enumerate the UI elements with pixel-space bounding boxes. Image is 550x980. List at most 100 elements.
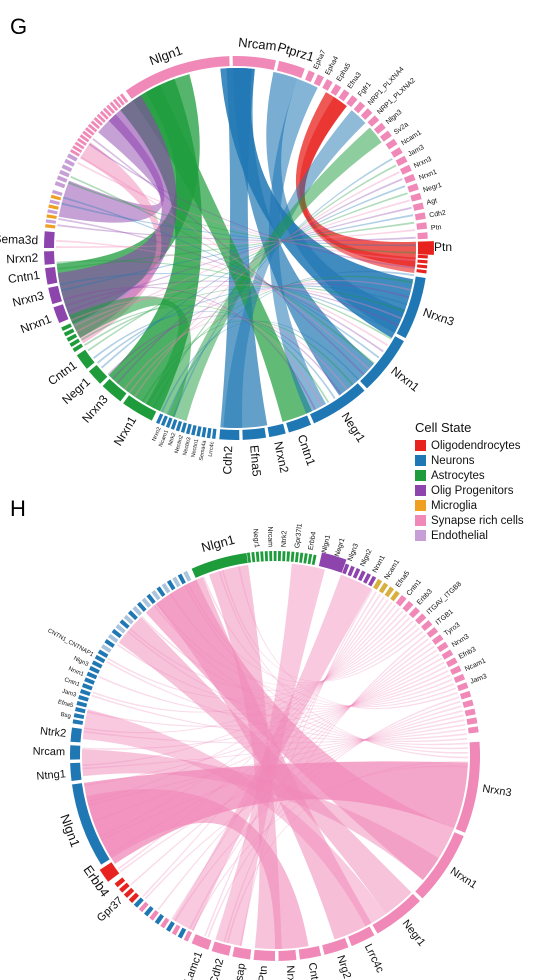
- legend-item: Olig Progenitors: [415, 483, 524, 498]
- sector-segment: [47, 209, 58, 215]
- big-label: Nrxn3: [11, 288, 46, 309]
- big-label: Nrxn2: [284, 965, 298, 980]
- legend-swatch: [415, 485, 426, 496]
- sector-nrg2: [322, 938, 349, 955]
- legend-swatch: [415, 455, 426, 466]
- sector-segment: [417, 232, 428, 240]
- big-label: Ntng1: [36, 768, 66, 783]
- small-label: CNTN1_CNTNAP1: [46, 628, 94, 658]
- sector-segment: [66, 333, 78, 342]
- sector-segment: [408, 606, 421, 619]
- chord-ribbon: [223, 110, 366, 428]
- sector-segment: [79, 689, 91, 696]
- sector-segment: [127, 610, 138, 621]
- sector-segment: [97, 649, 109, 658]
- sector-segment: [414, 212, 426, 221]
- legend-swatch: [415, 440, 426, 451]
- big-label: Psap: [232, 962, 248, 980]
- chord-ribbon: [220, 67, 268, 428]
- medium-label: Nrxn3: [451, 633, 471, 649]
- medium-label: Nlgn1: [321, 534, 332, 554]
- big-label: Ptn: [434, 240, 452, 254]
- medium-label: Ptn: [431, 224, 442, 232]
- sector-segment: [171, 924, 181, 936]
- sector-segment: [89, 665, 100, 674]
- sector-segment: [416, 264, 428, 269]
- sector-segment: [115, 624, 126, 634]
- sector-segment: [390, 590, 400, 602]
- legend-title: Cell State: [415, 420, 472, 435]
- legend-label: Neurons: [431, 454, 475, 467]
- sector-segment: [299, 552, 304, 563]
- big-label: Nrxn1: [388, 364, 422, 395]
- sector-segment: [416, 269, 427, 274]
- sector-segment: [175, 420, 183, 432]
- sector-nrxn3: [455, 741, 480, 833]
- sector-segment: [260, 551, 264, 562]
- big-label: Nrxn1: [111, 413, 140, 448]
- sector-segment: [52, 189, 63, 196]
- sector-segment: [56, 175, 68, 183]
- sector-segment: [180, 422, 187, 433]
- sector-segment: [101, 644, 112, 653]
- sector-nrxn1: [415, 832, 464, 899]
- legend-swatch: [415, 500, 426, 511]
- sector-segment: [84, 127, 95, 136]
- sector-psap: [232, 946, 252, 960]
- sector-segment: [123, 614, 134, 625]
- sector-segment: [407, 183, 419, 193]
- sector-nrcam: [69, 745, 81, 760]
- chord-thin: [83, 728, 467, 744]
- chord-ribbon: [268, 78, 326, 414]
- small-label: Efna5: [57, 700, 74, 710]
- chord-ribbon: [86, 789, 309, 949]
- sector-segment: [273, 551, 277, 562]
- sector-segment: [112, 98, 122, 109]
- medium-label: Nrxn1: [418, 169, 438, 182]
- sector-segment: [384, 586, 395, 598]
- big-label: Nrcam: [33, 746, 66, 759]
- sector-lrrc4c: [348, 926, 375, 947]
- legend-label: Oligodendrocytes: [431, 439, 521, 452]
- chord-ribbon: [132, 84, 313, 422]
- sector-segment: [357, 570, 366, 582]
- sector-segment: [72, 719, 84, 725]
- sector-segment: [449, 665, 462, 676]
- sector-segment: [313, 74, 324, 87]
- medium-label: Efnb3: [458, 646, 478, 661]
- sector-segment: [390, 147, 403, 158]
- sector-nrxn2: [267, 423, 286, 438]
- medium-label: Nlgn3: [347, 543, 360, 563]
- sector-segment: [96, 113, 106, 123]
- sector-nrxn1: [360, 336, 404, 389]
- sector-segment: [269, 551, 273, 562]
- big-label: Cdh2: [208, 957, 226, 980]
- chord-ribbon: [220, 67, 414, 338]
- sector-cntn1-astro: [76, 349, 95, 369]
- big-label: Nrg2: [334, 954, 353, 980]
- sector-segment: [166, 579, 176, 591]
- sector-negr1: [372, 893, 420, 934]
- chord-ribbon: [82, 749, 439, 881]
- chord-ribbon: [56, 74, 200, 325]
- medium-label: Sv2a: [393, 121, 410, 136]
- sector-segment: [211, 428, 217, 439]
- big-label: Nlgn1: [57, 812, 83, 849]
- small-label: Nrxn2: [151, 426, 162, 442]
- big-label: Nrcam: [238, 35, 278, 54]
- legend-swatch: [415, 470, 426, 481]
- sector-segment: [311, 554, 317, 566]
- sector-nlgn1-neuron: [71, 783, 110, 865]
- sector-segment: [338, 89, 350, 102]
- chord-ribbon: [74, 142, 162, 344]
- big-label: Ptprz1: [276, 39, 316, 64]
- small-label: Jam3: [61, 689, 77, 699]
- sector-segment: [255, 551, 260, 562]
- sector-segment: [61, 323, 72, 332]
- medium-label: Cdh2: [429, 210, 447, 220]
- sector-segment: [146, 593, 156, 605]
- sector-segment: [91, 660, 103, 669]
- sector-segment: [282, 551, 286, 562]
- sector-segment: [128, 892, 140, 903]
